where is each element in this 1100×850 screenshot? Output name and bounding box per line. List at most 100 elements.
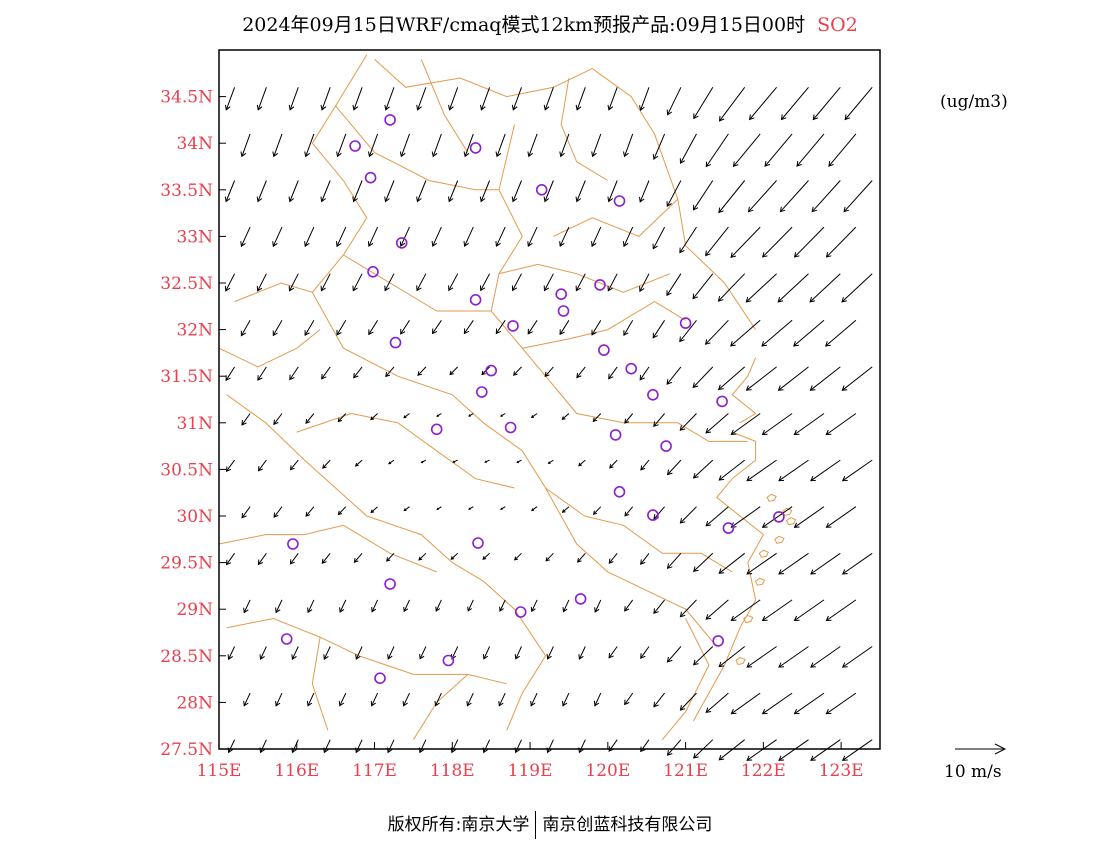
boundary-line-7: [218, 524, 437, 573]
wind-arrow-35: [305, 506, 315, 517]
wind-arrow-47: [323, 646, 331, 660]
wind-arrow-97: [436, 413, 442, 417]
wind-arrow-127: [500, 413, 506, 417]
wind-arrow-94: [418, 552, 427, 561]
wind-arrow-290: [825, 506, 857, 528]
wind-arrow-83: [385, 366, 395, 378]
wind-arrow-11: [240, 226, 251, 248]
reference-label: 10 m/s: [944, 762, 1002, 782]
wind-arrow-76: [402, 692, 410, 707]
wind-arrow-49: [321, 552, 331, 564]
wind-arrow-167: [578, 646, 586, 660]
wind-arrow-16: [275, 692, 283, 707]
wind-arrow-193: [623, 133, 634, 158]
wind-arrow-41: [304, 226, 315, 248]
wind-arrow-266: [762, 226, 793, 258]
wind-arrow-284: [780, 86, 809, 121]
station-marker-23: [609, 429, 622, 441]
station-marker-0: [384, 114, 396, 126]
boundary-line-4: [343, 254, 492, 312]
wind-arrow-248: [717, 366, 746, 391]
wind-arrow-73: [368, 133, 379, 158]
wind-arrow-165: [578, 739, 586, 754]
lon-tick-label-6: 121E: [663, 761, 708, 781]
wind-arrow-156: [547, 459, 554, 464]
lat-tick-label-0: 27.5N: [160, 740, 213, 760]
map-frame: [218, 49, 881, 750]
wind-arrow-295: [809, 273, 841, 303]
wind-arrow-233: [692, 366, 714, 389]
wind-arrow-297: [811, 180, 841, 213]
wind-arrow-176: [591, 226, 602, 248]
reference-vector: 10 m/s: [944, 743, 1007, 782]
wind-arrow-203: [639, 366, 650, 381]
wind-arrow-250: [717, 273, 746, 302]
island-3: [754, 577, 766, 586]
wind-arrow-34: [289, 553, 299, 565]
wind-arrow-179: [575, 87, 586, 111]
wind-arrow-107: [451, 646, 459, 660]
wind-arrow-198: [653, 599, 665, 615]
wind-arrow-66: [354, 459, 363, 467]
wind-arrow-74: [352, 87, 363, 111]
wind-arrow-270: [778, 739, 809, 761]
wind-arrow-272: [778, 646, 809, 668]
lat-tick-label-3: 29N: [176, 600, 213, 620]
boundary-line-5: [234, 282, 585, 517]
wind-arrow-172: [592, 413, 602, 422]
boundary-line-19: [731, 357, 757, 424]
wind-arrow-29: [256, 87, 267, 111]
wind-arrow-222: [666, 180, 682, 208]
wind-arrow-307: [844, 86, 873, 121]
wind-arrow-30: [291, 739, 299, 754]
island-4: [743, 614, 754, 624]
wind-arrow-144: [527, 320, 538, 335]
wind-arrow-189: [623, 320, 634, 337]
wind-arrow-48: [339, 599, 347, 613]
lat-tick-label-4: 29.5N: [160, 554, 213, 574]
station-marker-18: [475, 386, 488, 398]
wind-arrow-208: [652, 133, 666, 161]
wind-arrow-91: [434, 692, 442, 707]
wind-arrow-33: [307, 599, 315, 614]
wind-arrow-258: [761, 599, 793, 622]
wind-arrow-57: [320, 180, 331, 203]
wind-arrow-81: [388, 459, 395, 465]
wind-arrow-243: [730, 599, 761, 621]
wind-arrow-54: [336, 320, 347, 336]
wind-arrow-211: [679, 692, 697, 711]
station-marker-35: [712, 635, 725, 647]
wind-arrow-153: [562, 599, 570, 613]
wind-arrow-268: [764, 133, 793, 167]
wind-arrow-86: [399, 226, 410, 247]
wind-arrow-275: [793, 506, 825, 528]
lon-tick-label-4: 119E: [508, 761, 553, 781]
map-title: 2024年09月15日WRF/cmaq模式12km预报产品:09月15日00时 S…: [0, 10, 1100, 37]
wind-arrow-1: [243, 692, 251, 707]
wind-arrow-278: [777, 366, 809, 391]
wind-arrow-122: [482, 646, 491, 660]
station-marker-20: [716, 395, 728, 408]
wind-arrow-52: [337, 413, 347, 423]
station-marker-4: [535, 184, 548, 196]
wind-arrow-46: [338, 692, 347, 707]
wind-arrow-59: [320, 87, 331, 111]
wind-arrow-168: [594, 599, 602, 613]
wind-arrow-8: [225, 366, 236, 382]
wind-arrow-181: [624, 692, 634, 706]
province-boundaries: [218, 54, 797, 741]
wind-arrow-140: [531, 506, 538, 511]
wind-arrow-231: [692, 459, 714, 479]
wind-arrow-106: [466, 692, 474, 707]
wind-arrow-133: [495, 133, 506, 158]
wind-arrow-141: [516, 459, 522, 464]
wind-arrow-294: [824, 319, 857, 347]
wind-arrow-196: [653, 692, 665, 708]
boundary-line-20: [218, 329, 321, 368]
lon-tick-label-7: 122E: [741, 761, 786, 781]
wind-arrow-68: [353, 366, 363, 379]
wind-arrow-214: [666, 552, 682, 570]
station-marker-34: [280, 633, 293, 645]
wind-arrow-39: [304, 320, 315, 337]
station-marker-2: [469, 142, 482, 154]
